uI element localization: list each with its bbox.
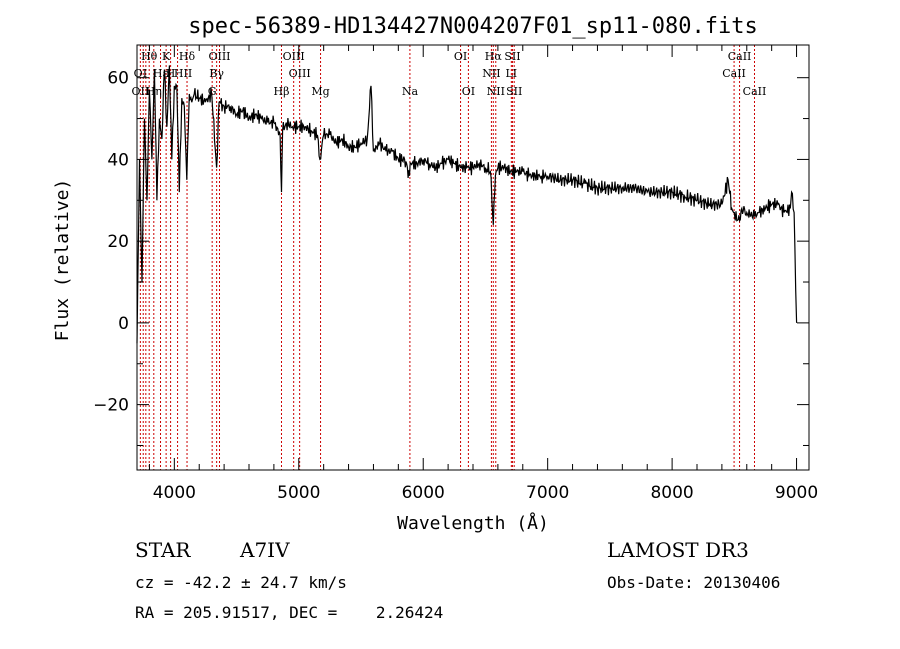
x-tick-label: 4000 [153,483,196,503]
line-label: SII [504,50,520,63]
line-label: OIII [208,50,230,63]
line-label: OI [462,85,475,98]
line-label: LI [506,67,518,80]
line-label: H [166,67,176,80]
y-tick-label: 0 [118,314,129,334]
x-tick-label: 8000 [650,483,693,503]
line-label: Hα [485,50,503,63]
line-label: G [208,85,217,98]
line-label: CaII [728,50,752,63]
y-axis-label: Flux (relative) [52,179,73,342]
plot-frame [136,44,810,471]
y-tick-label: −20 [93,396,129,416]
line-label: Mg [311,85,329,98]
y-tick-label: 20 [107,232,129,252]
line-label: OIII [283,50,305,63]
line-label: HII [174,67,192,80]
x-tick-label: 6000 [402,483,445,503]
line-label: OIII [289,67,311,80]
y-tick-label: 40 [107,150,129,170]
spectral-class: A7IV [240,538,290,562]
survey-name: LAMOST DR3 [607,538,749,562]
x-tick-label: 7000 [526,483,569,503]
chart-title: spec-56389-HD134427N004207F01_sp11-080.f… [188,14,758,39]
spectrum-line [136,65,798,344]
x-axis-label: Wavelength (Å) [397,512,549,534]
coordinates: RA = 205.91517, DEC = 2.26424 [135,603,444,622]
y-tick-label: 60 [107,69,129,89]
line-label: SII [506,85,522,98]
line-label: NII [482,67,500,80]
x-tick-label: 9000 [775,483,818,503]
line-label: K [162,50,171,63]
line-label: CaII [743,85,767,98]
line-label: Hδ [179,50,196,63]
line-label: CaII [722,67,746,80]
line-label: OII [132,85,150,98]
line-label: Hθ [141,50,158,63]
line-label: Hβ [274,85,290,98]
obs-date: Obs-Date: 20130406 [607,573,781,592]
line-label: Bγ [209,67,224,80]
redshift-value: cz = -42.2 ± 24.7 km/s [135,573,347,592]
line-label: OI [454,50,467,63]
line-label: Na [402,85,419,98]
line-label: NII [487,85,505,98]
object-type: STAR [135,538,191,562]
x-tick-label: 5000 [277,483,320,503]
